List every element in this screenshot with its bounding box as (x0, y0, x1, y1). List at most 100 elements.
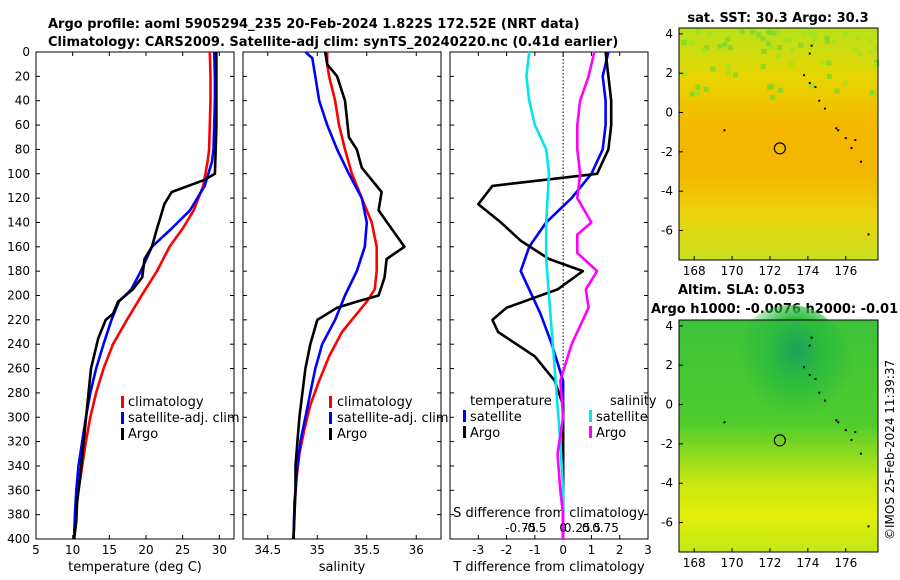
map-x-tick-label: 176 (834, 264, 857, 278)
map-x-tick-label: 172 (759, 556, 782, 570)
sst-cell (842, 80, 848, 86)
x-tick-label: -2 (501, 543, 513, 557)
map-y-tick-label: 4 (665, 319, 673, 333)
series-line-satellite-adj-clim (72, 51, 217, 540)
sst-cell (706, 31, 712, 37)
salinity-xlabel: salinity (319, 560, 366, 575)
map-y-tick-label: 0 (665, 398, 673, 412)
depth-tick-label: 140 (7, 215, 30, 229)
map-x-tick-label: 174 (796, 264, 819, 278)
depth-tick-label: 180 (7, 264, 30, 278)
depth-tick-label: 100 (7, 167, 30, 181)
sst-cell (739, 29, 745, 35)
top-x-tick-label: 0.25 (564, 521, 591, 535)
map-x-tick-label: 168 (683, 264, 706, 278)
sst-cell (703, 86, 709, 92)
sst-map-frame (678, 27, 879, 261)
series-line-climatology (292, 52, 379, 540)
x-tick-label: 35.5 (353, 543, 380, 557)
map-x-tick-label: 170 (721, 264, 744, 278)
sst-cell (853, 47, 859, 52)
map-x-tick-label: 172 (759, 264, 782, 278)
legend-label-sal-satellite: satellite (596, 410, 648, 425)
imos-timestamp: ©IMOS 25-Feb-2024 11:39:37 (883, 360, 897, 540)
temperature-panel: temperature (deg C) 5 10 15 20 25 30020406080… (7, 45, 240, 575)
sst-cell (802, 29, 808, 35)
x-tick-label: 34.5 (254, 543, 281, 557)
map-y-tick-label: 2 (665, 66, 673, 80)
figure-title-line2: Climatology: CARS2009. Satellite-adj cli… (48, 35, 618, 50)
sst-cell (695, 84, 701, 90)
island-dot (854, 431, 857, 434)
salinity-panel: salinity 34.5 35 35.5 36 climatology satell… (242, 51, 449, 575)
sst-cell (820, 60, 826, 66)
sst-cell (701, 47, 707, 53)
depth-tick-label: 300 (7, 410, 30, 424)
sst-cell (867, 38, 873, 44)
legend-heading-temperature: temperature (470, 394, 552, 409)
sst-cell (855, 35, 861, 41)
sst-cell (808, 30, 813, 36)
x-tick-label: 0 (559, 543, 567, 557)
sst-cell (831, 39, 837, 45)
sst-cell (868, 50, 874, 56)
map-y-tick-label: -6 (661, 516, 673, 530)
sst-cell (695, 90, 701, 95)
difference-plot: -3 -2 -1 0 1 2 3-0.75-0.5 00.250.50.75 (450, 51, 652, 557)
legend-swatch-argo (329, 428, 332, 440)
island-dot (859, 452, 862, 455)
sst-cell (726, 63, 732, 69)
island-dot (818, 391, 821, 394)
legend-label-climatology: climatology (128, 395, 204, 410)
legend-label-argo: Argo (337, 427, 367, 442)
sst-map-speckle (681, 29, 880, 100)
sst-cell (681, 40, 687, 46)
map-y-tick-label: -2 (661, 145, 673, 159)
top-x-tick-label: -0.75 (505, 521, 536, 535)
island-dot (837, 421, 840, 424)
sst-cell (824, 35, 830, 41)
map-x-tick-label: 168 (683, 556, 706, 570)
sla-map-ticks: 168 170 172 174 176 4 2 0 -2 -4 -6 (661, 319, 857, 570)
x-tick-label: 35 (310, 543, 325, 557)
sst-cell (760, 36, 766, 42)
sst-cell (689, 91, 695, 97)
sst-cell (776, 53, 782, 59)
map-x-tick-label: 170 (721, 556, 744, 570)
x-tick-label: 30 (212, 543, 227, 557)
sst-cell (767, 84, 772, 90)
sst-cell (789, 48, 795, 54)
sst-cell (811, 36, 817, 42)
series-line-salinity-argo (556, 51, 599, 539)
legend-label-satellite: satellite-adj. clim (337, 411, 449, 426)
sla-map-eddy (725, 305, 855, 455)
depth-tick-label: 280 (7, 386, 30, 400)
legend-label-temp-satellite: satellite (470, 410, 522, 425)
island-dot (823, 399, 826, 402)
depth-tick-label: 340 (7, 459, 30, 473)
sst-argo-position-marker (773, 142, 786, 155)
salinity-legend: climatology satellite-adj. clim Argo (329, 395, 449, 442)
x-tick-label: 20 (138, 543, 153, 557)
map-y-tick-label: -4 (661, 184, 673, 198)
sst-cell (798, 42, 804, 48)
difference-legend: temperature salinity satellite Argo sate… (463, 394, 657, 441)
legend-swatch-argo (121, 428, 124, 440)
sst-cell (788, 61, 794, 67)
sst-cell (768, 44, 774, 50)
sst-cell (842, 31, 848, 37)
island-dot (814, 85, 817, 88)
sst-cell (710, 66, 716, 72)
sst-cell (874, 62, 880, 67)
island-dot (810, 336, 813, 339)
sst-cell (777, 87, 783, 93)
series-line-argo (292, 51, 406, 540)
sst-cell (873, 45, 879, 51)
island-dot (814, 377, 817, 380)
top-x-tick-label: -0.5 (523, 521, 546, 535)
sst-cell (725, 36, 731, 42)
top-x-tick-label: 0.5 (582, 521, 601, 535)
depth-tick-label: 20 (15, 69, 30, 83)
depth-tick-label: 240 (7, 337, 30, 351)
sst-cell (727, 45, 733, 51)
